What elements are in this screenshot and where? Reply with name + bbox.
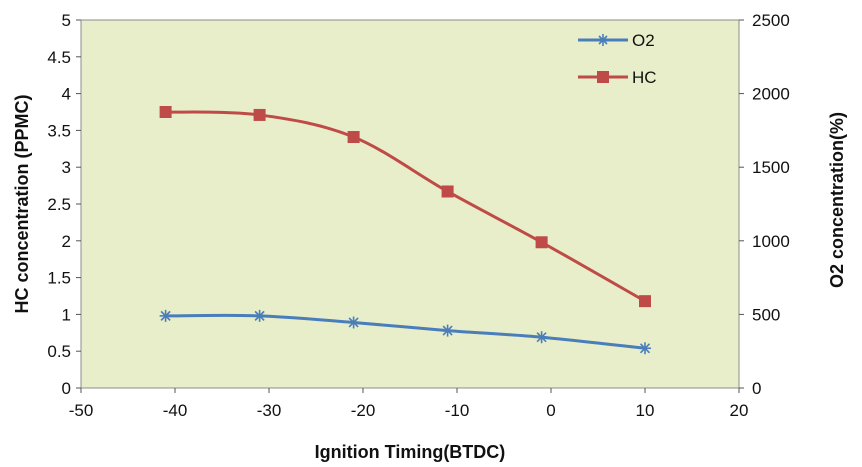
x-tick-label: -50 bbox=[69, 401, 94, 420]
data-point-o2 bbox=[639, 342, 651, 355]
data-point-hc bbox=[535, 236, 548, 249]
left-tick-label: 4.5 bbox=[47, 48, 71, 67]
x-tick-label: -40 bbox=[163, 401, 188, 420]
x-tick-label: -30 bbox=[257, 401, 282, 420]
legend-marker-hc bbox=[597, 71, 609, 83]
x-tick-label: -20 bbox=[351, 401, 376, 420]
left-tick-label: 3.5 bbox=[47, 121, 71, 140]
legend-label-hc: HC bbox=[632, 68, 657, 87]
data-point-o2 bbox=[441, 324, 454, 337]
series-line-o2 bbox=[165, 313, 646, 350]
data-point-hc bbox=[347, 131, 360, 144]
legend-item-hc: HC bbox=[578, 68, 657, 87]
right-axis-title: O2 concentration(%) bbox=[827, 112, 847, 288]
x-tick-label: 0 bbox=[546, 401, 555, 420]
right-tick-label: 1000 bbox=[752, 232, 790, 251]
left-tick-label: 5 bbox=[62, 11, 71, 30]
right-tick-label: 2500 bbox=[752, 11, 790, 30]
right-axis-ticks: 0 500 1000 1500 2000 2500 bbox=[739, 11, 790, 398]
data-point-hc bbox=[639, 295, 651, 308]
left-tick-label: 4 bbox=[62, 85, 71, 104]
right-tick-label: 0 bbox=[752, 379, 761, 398]
legend-marker-o2 bbox=[597, 34, 609, 46]
left-tick-label: 1.5 bbox=[47, 269, 71, 288]
series-layer bbox=[159, 106, 651, 355]
left-tick-label: 1 bbox=[62, 305, 71, 324]
data-point-o2 bbox=[159, 309, 172, 322]
left-axis-ticks: 0 0.5 1 1.5 2 2.5 3 3.5 4 4.5 5 bbox=[47, 11, 81, 398]
x-tick-label: 20 bbox=[730, 401, 749, 420]
x-axis-ticks: -50 -40 -30 -20 -10 0 10 20 bbox=[69, 388, 749, 420]
x-tick-label: 10 bbox=[636, 401, 655, 420]
legend-label-o2: O2 bbox=[632, 31, 655, 50]
left-tick-label: 0 bbox=[62, 379, 71, 398]
data-point-hc bbox=[441, 185, 454, 198]
left-tick-label: 2 bbox=[62, 232, 71, 251]
left-tick-label: 0.5 bbox=[47, 342, 71, 361]
left-axis-title: HC concentration (PPMC) bbox=[12, 94, 32, 313]
right-tick-label: 500 bbox=[752, 305, 780, 324]
right-tick-label: 2000 bbox=[752, 85, 790, 104]
data-point-o2 bbox=[535, 331, 548, 344]
left-tick-label: 3 bbox=[62, 158, 71, 177]
left-tick-label: 2.5 bbox=[47, 195, 71, 214]
data-point-hc bbox=[253, 108, 266, 121]
data-point-o2 bbox=[347, 316, 360, 329]
legend: O2 HC bbox=[578, 31, 657, 87]
right-tick-label: 1500 bbox=[752, 158, 790, 177]
data-point-hc bbox=[159, 106, 172, 118]
legend-item-o2: O2 bbox=[578, 31, 655, 50]
data-point-o2 bbox=[253, 309, 266, 322]
x-axis-title: Ignition Timing(BTDC) bbox=[315, 442, 506, 462]
x-tick-label: -10 bbox=[445, 401, 470, 420]
